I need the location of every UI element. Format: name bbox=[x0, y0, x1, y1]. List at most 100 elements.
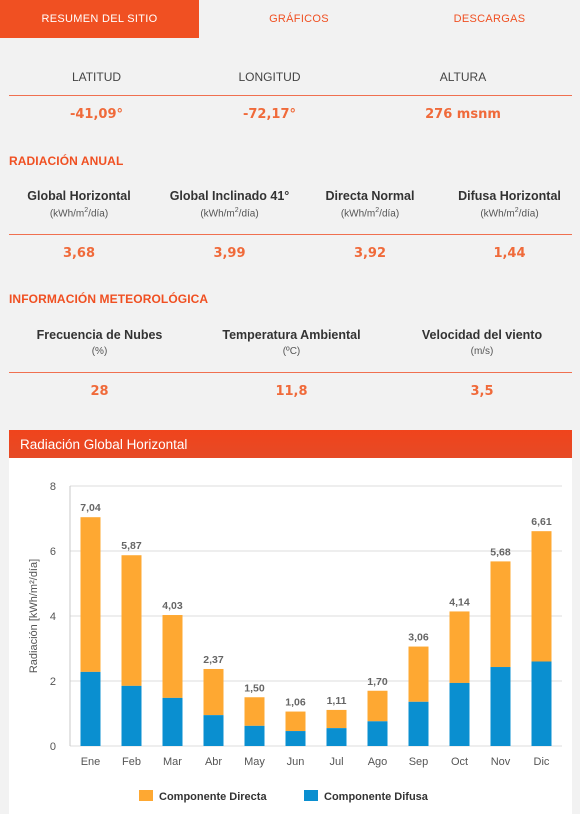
x-tick-label: Sep bbox=[409, 756, 429, 768]
bar-total-label: 5,68 bbox=[490, 546, 511, 558]
x-tick-label: Abr bbox=[205, 756, 222, 768]
bar-total-label: 6,61 bbox=[531, 516, 552, 528]
meteo-title: INFORMACIÓN METEOROLÓGICA bbox=[9, 292, 209, 306]
tab-bar: RESUMEN DEL SITIO GRÁFICOS DESCARGAS bbox=[0, 0, 580, 38]
radiacion-value: 3,68 bbox=[62, 246, 96, 261]
radiacion-unit: (kWh/m2/día) bbox=[480, 207, 539, 220]
radiacion-unit: (kWh/m2/día) bbox=[200, 207, 259, 220]
bar-directa-ene bbox=[80, 517, 101, 672]
bar-total-label: 4,03 bbox=[162, 600, 183, 612]
bar-directa-oct bbox=[449, 611, 470, 683]
bar-difusa-sep bbox=[408, 701, 429, 746]
meteo-unit: (m/s) bbox=[470, 346, 494, 357]
altura-label: ALTURA bbox=[439, 70, 487, 84]
x-tick-label: Dic bbox=[534, 756, 550, 768]
bar-directa-jul bbox=[326, 709, 347, 729]
radiacion-value: 1,44 bbox=[493, 246, 526, 261]
bar-difusa-ago bbox=[367, 721, 388, 746]
radiacion-label: Global Horizontal bbox=[27, 189, 131, 203]
tab-descargas[interactable]: DESCARGAS bbox=[453, 13, 526, 25]
x-tick-label: Jul bbox=[329, 756, 343, 768]
bar-difusa-jun bbox=[285, 731, 306, 746]
radiacion-unit: (kWh/m2/día) bbox=[49, 207, 109, 220]
radiacion-item-difusa-horizontal: Difusa Horizontal (kWh/m2/día) bbox=[439, 189, 580, 219]
longitud-label: LONGITUD bbox=[238, 70, 301, 84]
bar-difusa-jul bbox=[326, 728, 347, 746]
chart-svg: 0 2 4 6 8 Radiación [kWh/m²/día] 7,04 Ene 5,87 Fe… bbox=[28, 481, 562, 803]
bar-directa-dic bbox=[531, 531, 552, 662]
bar-difusa-may bbox=[244, 725, 265, 746]
radiacion-anual-title: RADIACIÓN ANUAL bbox=[9, 154, 124, 168]
tab-resumen-del-sitio[interactable]: RESUMEN DEL SITIO bbox=[0, 0, 199, 38]
legend-label: Componente Difusa bbox=[324, 791, 429, 803]
altura-value: 276 msnm bbox=[425, 107, 501, 122]
bar-directa-abr bbox=[203, 668, 224, 716]
x-tick-label: Jun bbox=[287, 756, 305, 768]
tab-graficos[interactable]: GRÁFICOS bbox=[269, 13, 329, 25]
bar-difusa-ene bbox=[80, 671, 101, 746]
location-value-row: -41,09° -72,17° 276 msnm bbox=[0, 107, 580, 122]
bar-total-label: 7,04 bbox=[80, 502, 101, 514]
longitud-value: -72,17° bbox=[242, 107, 296, 122]
bar-total-label: 4,14 bbox=[449, 596, 470, 608]
meteo-unit: (ºC) bbox=[282, 346, 301, 357]
bar-directa-feb bbox=[121, 555, 142, 686]
radiacion-label: Difusa Horizontal bbox=[458, 189, 561, 203]
latitud-value: -41,09° bbox=[69, 107, 123, 122]
y-tick-label: 4 bbox=[50, 611, 56, 623]
bar-total-label: 1,50 bbox=[244, 682, 265, 694]
meteo-value: 11,8 bbox=[275, 384, 308, 399]
bar-total-label: 3,06 bbox=[408, 632, 429, 644]
radiacion-header-row: Global Horizontal (kWh/m2/día) Global In… bbox=[0, 189, 580, 219]
chart-container: 0 2 4 6 8 Radiación [kWh/m²/día] 7,04 Ene 5,87 Fe… bbox=[9, 458, 572, 814]
legend-swatch bbox=[139, 790, 153, 801]
divider bbox=[9, 234, 572, 235]
meteo-value: 3,5 bbox=[470, 384, 494, 399]
divider bbox=[9, 372, 572, 373]
divider bbox=[9, 95, 572, 96]
radiacion-item-global-horizontal: Global Horizontal (kWh/m2/día) bbox=[0, 189, 158, 219]
bar-difusa-feb bbox=[121, 685, 142, 746]
radiacion-label: Directa Normal bbox=[325, 189, 415, 203]
bar-directa-mar bbox=[162, 615, 183, 698]
bar-directa-may bbox=[244, 697, 265, 726]
bar-difusa-abr bbox=[203, 715, 224, 746]
radiacion-unit: (kWh/m2/día) bbox=[340, 207, 400, 220]
radiacion-item-directa-normal: Directa Normal (kWh/m2/día) bbox=[301, 189, 439, 219]
bar-total-label: 5,87 bbox=[121, 540, 142, 552]
y-axis-label: Radiación [kWh/m²/día] bbox=[28, 559, 40, 673]
x-tick-label: Ene bbox=[81, 756, 101, 768]
meteo-label: Frecuencia de Nubes bbox=[36, 328, 163, 342]
radiacion-value: 3,92 bbox=[353, 246, 387, 261]
bar-directa-nov bbox=[490, 561, 511, 668]
location-header-row: LATITUD LONGITUD ALTURA bbox=[0, 70, 580, 84]
legend-label: Componente Directa bbox=[159, 791, 267, 803]
x-tick-label: May bbox=[244, 756, 265, 768]
meteo-value-row: 28 11,8 3,5 bbox=[0, 384, 580, 399]
legend-swatch bbox=[304, 790, 318, 801]
radiacion-item-global-inclinado: Global Inclinado 41° (kWh/m2/día) bbox=[158, 189, 301, 219]
bar-directa-ago bbox=[367, 690, 388, 722]
radiacion-value: 3,99 bbox=[213, 246, 246, 261]
bar-total-label: 1,70 bbox=[367, 676, 388, 688]
bar-total-label: 2,37 bbox=[203, 654, 224, 666]
bar-difusa-dic bbox=[531, 661, 552, 746]
bar-difusa-oct bbox=[449, 682, 470, 746]
radiacion-value-row: 3,68 3,99 3,92 1,44 bbox=[0, 246, 580, 261]
bar-difusa-nov bbox=[490, 667, 511, 746]
x-tick-label: Feb bbox=[122, 756, 141, 768]
y-tick-label: 6 bbox=[50, 546, 56, 558]
latitud-label: LATITUD bbox=[71, 70, 122, 84]
chart-header: Radiación Global Horizontal bbox=[9, 430, 572, 458]
bar-difusa-mar bbox=[162, 697, 183, 746]
y-tick-label: 2 bbox=[50, 676, 56, 688]
meteo-label: Velocidad del viento bbox=[421, 328, 543, 342]
meteo-header-row: Frecuencia de Nubes (%) Temperatura Ambi… bbox=[0, 328, 580, 357]
bar-directa-sep bbox=[408, 646, 429, 702]
meteo-value: 28 bbox=[90, 384, 109, 399]
meteo-label: Temperatura Ambiental bbox=[222, 328, 361, 342]
meteo-item-viento: Velocidad del viento (m/s) bbox=[384, 328, 580, 357]
bar-total-label: 1,06 bbox=[285, 697, 306, 709]
x-tick-label: Mar bbox=[163, 756, 182, 768]
meteo-item-temperatura: Temperatura Ambiental (ºC) bbox=[199, 328, 384, 357]
